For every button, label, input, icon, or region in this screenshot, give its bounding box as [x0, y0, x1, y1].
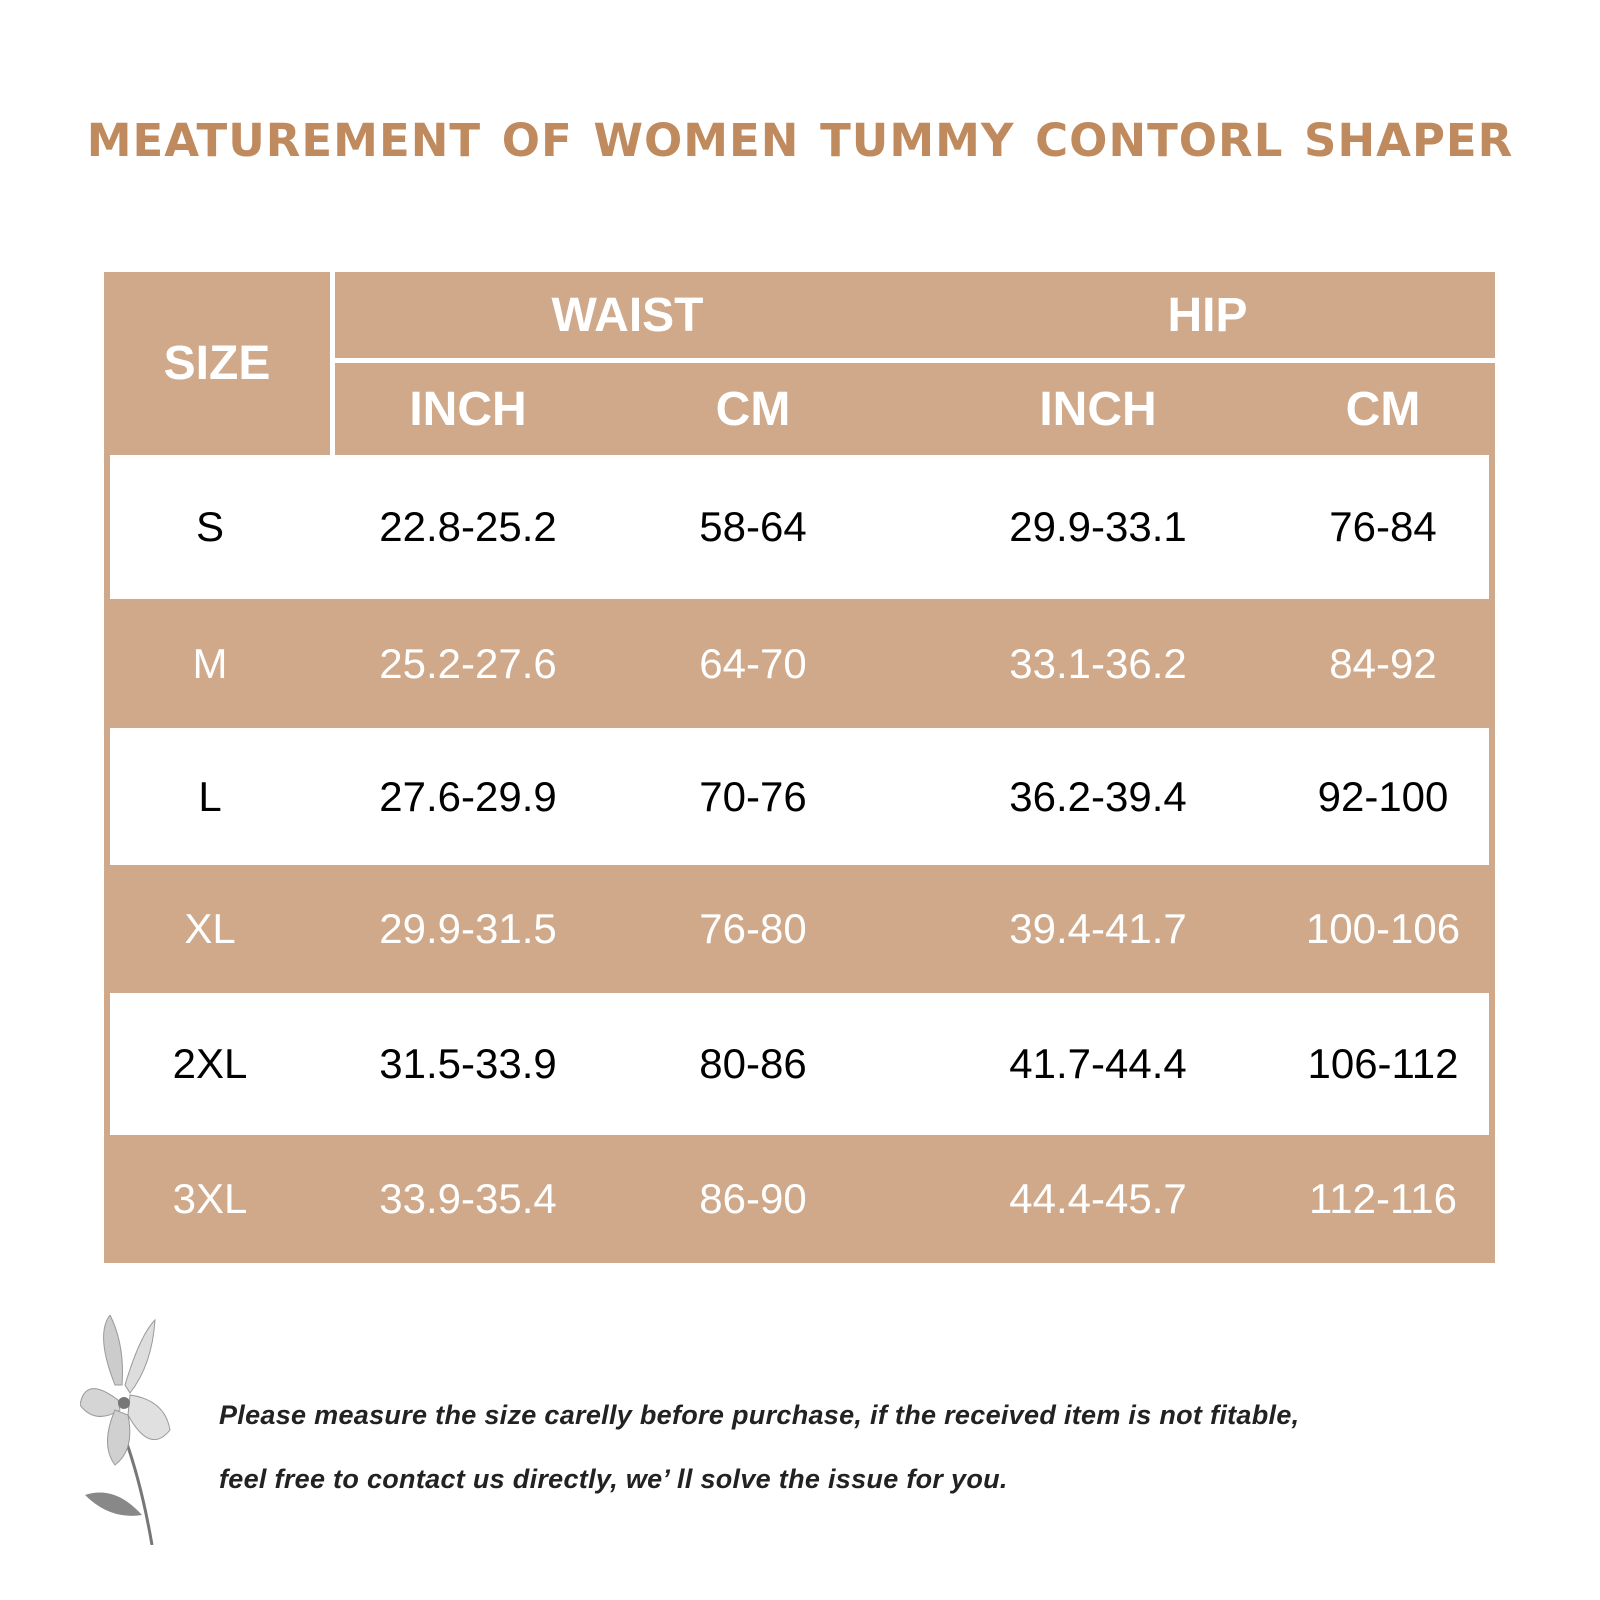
- hip-inch-cell: 33.1-36.2: [1009, 639, 1187, 687]
- waist-header: WAIST: [551, 288, 704, 342]
- size-cell: L: [198, 772, 222, 820]
- waist-cm-cell: 86-90: [699, 1175, 807, 1222]
- waist-inch-cell: 31.5-33.9: [379, 1040, 557, 1087]
- size-chart-table: SIZE WAIST HIP INCH CM INCH CM S 22.8-25.…: [104, 272, 1495, 1263]
- waist-cm-cell: 80-86: [699, 1040, 807, 1087]
- hip-cm-cell: 92-100: [1317, 772, 1449, 820]
- size-cell: 2XL: [172, 1040, 248, 1087]
- flower-icon: [80, 1315, 171, 1545]
- note-line-1: Please measure the size carelly before p…: [219, 1400, 1300, 1430]
- waist-inch-cell: 22.8-25.2: [379, 503, 557, 550]
- hip-cm-header: CM: [1345, 382, 1421, 436]
- size-cell: 3XL: [172, 1175, 248, 1222]
- waist-inch-header: INCH: [409, 382, 527, 436]
- page-title: MEATUREMENT OF WOMEN TUMMY CONTORL SHAPE…: [86, 114, 1514, 167]
- hip-inch-cell: 41.7-44.4: [1009, 1040, 1187, 1087]
- waist-inch-cell: 33.9-35.4: [379, 1175, 557, 1222]
- size-cell: XL: [184, 905, 236, 952]
- waist-cm-cell: 70-76: [699, 772, 807, 820]
- note-line-2: feel free to contact us directly, we’ ll…: [219, 1464, 1008, 1494]
- hip-inch-cell: 36.2-39.4: [1009, 772, 1187, 820]
- size-cell: S: [195, 503, 224, 550]
- hip-cm-cell: 76-84: [1329, 503, 1437, 550]
- header-divider-horizontal: [335, 358, 1495, 363]
- hip-cm-cell: 112-116: [1309, 1175, 1457, 1222]
- size-cell: M: [192, 639, 228, 687]
- size-header: SIZE: [163, 337, 271, 390]
- row-background: [110, 455, 1489, 599]
- hip-inch-cell: 29.9-33.1: [1009, 503, 1187, 550]
- hip-cm-cell: 100-106: [1305, 905, 1461, 952]
- row-background: [110, 728, 1489, 865]
- waist-cm-cell: 58-64: [699, 503, 807, 550]
- row-background: [110, 993, 1489, 1135]
- waist-inch-cell: 27.6-29.9: [379, 772, 557, 820]
- header-divider-vertical: [330, 272, 335, 455]
- waist-inch-cell: 25.2-27.6: [379, 639, 557, 687]
- waist-cm-cell: 64-70: [699, 639, 807, 687]
- hip-cm-cell: 84-92: [1329, 639, 1437, 687]
- hip-cm-cell: 106-112: [1307, 1040, 1459, 1087]
- hip-header: HIP: [1167, 288, 1248, 342]
- waist-cm-cell: 76-80: [699, 905, 807, 952]
- hip-inch-cell: 44.4-45.7: [1009, 1175, 1187, 1222]
- hip-inch-header: INCH: [1039, 382, 1157, 436]
- waist-cm-header: CM: [715, 382, 791, 436]
- waist-inch-cell: 29.9-31.5: [379, 905, 557, 952]
- hip-inch-cell: 39.4-41.7: [1009, 905, 1187, 952]
